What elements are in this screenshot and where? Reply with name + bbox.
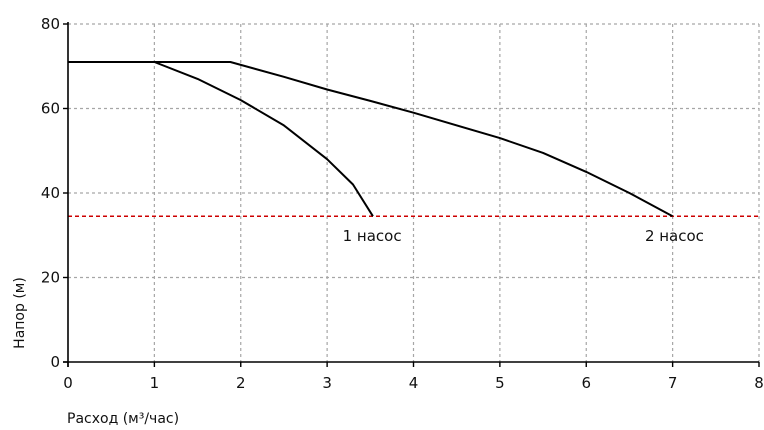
x-tick-label: 2 — [236, 374, 246, 392]
x-axis-label: Расход (м³/час) — [67, 411, 179, 427]
x-tick-label: 6 — [581, 374, 591, 392]
series-lines — [68, 61, 674, 218]
x-tick-label: 5 — [495, 374, 505, 392]
gridlines — [68, 23, 760, 362]
y-tick-label: 60 — [41, 100, 60, 118]
series-line-1 — [68, 61, 374, 217]
x-tick-label: 4 — [409, 374, 419, 392]
x-tick-label: 8 — [754, 374, 764, 392]
annotation-label: 2 насос — [645, 227, 704, 245]
series-line-2 — [68, 61, 674, 218]
x-tick-label: 0 — [63, 374, 73, 392]
y-tick-label: 0 — [50, 353, 60, 371]
y-tick-label: 20 — [41, 269, 60, 287]
x-tick-label: 3 — [322, 374, 332, 392]
y-tick-label: 80 — [41, 15, 60, 33]
axes — [63, 22, 760, 367]
x-tick-label: 7 — [668, 374, 678, 392]
y-axis-label: Напор (м) — [12, 277, 28, 349]
annotation-label: 1 насос — [343, 227, 402, 245]
x-tick-label: 1 — [150, 374, 160, 392]
annotations: 1 насос 2 насос — [343, 227, 704, 245]
y-tick-label: 40 — [41, 184, 60, 202]
